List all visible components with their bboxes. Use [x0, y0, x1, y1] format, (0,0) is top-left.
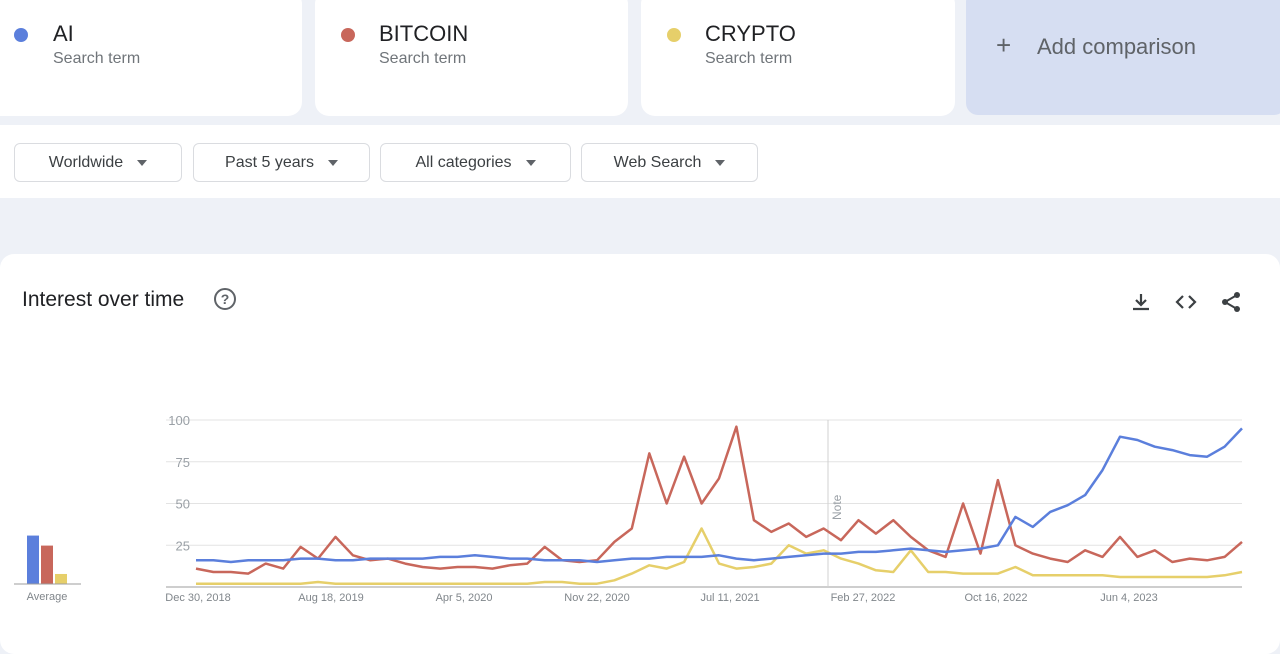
x-tick-label: Nov 22, 2020	[564, 592, 629, 604]
term-card-crypto[interactable]: CRYPTO Search term	[641, 0, 955, 116]
series-line-bitcoin	[195, 425, 1243, 575]
y-tick-label: 50	[176, 497, 190, 512]
y-tick-label: 100	[168, 413, 190, 428]
y-tick-label: 25	[176, 538, 190, 553]
search-type-dropdown[interactable]: Web Search	[581, 143, 758, 182]
note-annotation: Note	[830, 494, 844, 520]
x-tick-label: Aug 18, 2019	[298, 592, 363, 604]
ai-color-dot	[14, 28, 28, 42]
series-line-ai	[196, 427, 1243, 564]
caret-down-icon	[137, 159, 148, 166]
time-range-value: Past 5 years	[225, 153, 314, 171]
x-tick-label: Dec 30, 2018	[165, 592, 230, 604]
region-value: Worldwide	[48, 153, 124, 171]
panel-title: Interest over time	[22, 288, 185, 311]
term-name: AI	[53, 21, 74, 46]
term-type: Search term	[53, 50, 141, 67]
term-card-ai[interactable]: AI Search term	[0, 0, 302, 116]
filter-bar: Worldwide Past 5 years All categories We…	[0, 125, 1280, 198]
add-comparison-button[interactable]: + Add comparison	[966, 0, 1280, 115]
average-label: Average	[27, 591, 68, 603]
x-tick-label: Apr 5, 2020	[436, 592, 493, 604]
category-dropdown[interactable]: All categories	[380, 143, 571, 182]
bitcoin-color-dot	[341, 28, 355, 42]
term-name: BITCOIN	[379, 21, 469, 46]
share-icon[interactable]	[1219, 290, 1243, 314]
caret-down-icon	[715, 159, 726, 166]
add-comparison-label: Add comparison	[1037, 34, 1196, 59]
series-line-crypto	[196, 527, 1243, 585]
crypto-color-dot	[667, 28, 681, 42]
help-icon[interactable]: ?	[214, 288, 236, 310]
x-tick-label: Jul 11, 2021	[700, 592, 759, 604]
caret-down-icon	[525, 159, 536, 166]
time-range-dropdown[interactable]: Past 5 years	[193, 143, 370, 182]
average-bar-ai	[27, 535, 39, 584]
term-card-bitcoin[interactable]: BITCOIN Search term	[315, 0, 628, 116]
x-tick-label: Jun 4, 2023	[1100, 592, 1158, 604]
term-type: Search term	[379, 50, 467, 67]
region-dropdown[interactable]: Worldwide	[14, 143, 182, 182]
x-tick-label: Feb 27, 2022	[831, 592, 896, 604]
interest-chart: 25 50 75 100 Note Dec 30, 2018 Aug 18, 2019 Apr…	[14, 413, 1243, 604]
term-name: CRYPTO	[705, 21, 796, 46]
x-tick-label: Oct 16, 2022	[965, 592, 1028, 604]
download-icon[interactable]	[1129, 290, 1153, 314]
embed-code-icon[interactable]	[1174, 290, 1198, 314]
plus-icon: +	[996, 30, 1012, 60]
term-type: Search term	[705, 50, 793, 67]
search-type-value: Web Search	[613, 153, 702, 171]
average-bar-bitcoin	[41, 545, 53, 584]
average-bar-crypto	[55, 573, 67, 584]
category-value: All categories	[415, 153, 512, 171]
y-tick-label: 75	[176, 455, 190, 470]
caret-down-icon	[327, 159, 338, 166]
